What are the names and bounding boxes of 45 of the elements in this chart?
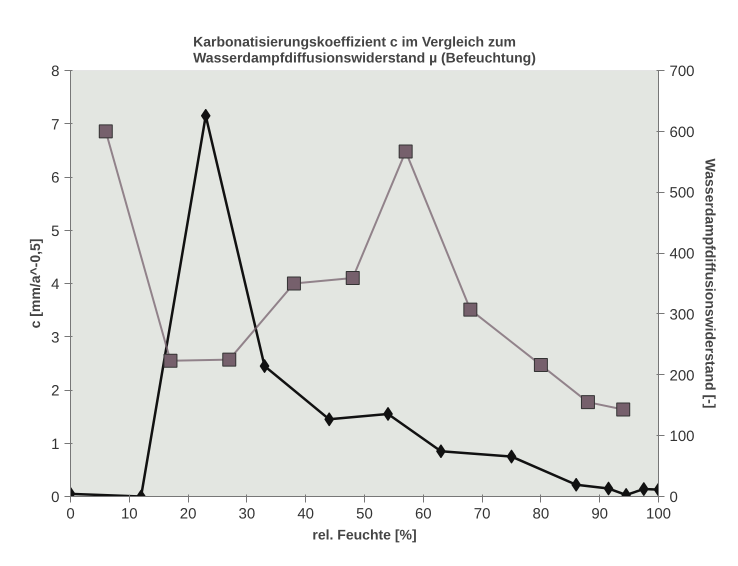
x-tick-label: 70 (474, 506, 490, 522)
point (463, 302, 478, 317)
point (222, 352, 236, 367)
y2-tick-label: 500 (670, 184, 695, 202)
y-tick-label: 7 (51, 116, 60, 134)
y-tick-label: 6 (51, 170, 60, 186)
y-tick-label: 1 (51, 436, 60, 453)
x-tick-label: 90 (591, 506, 608, 522)
point (616, 402, 630, 416)
point (580, 395, 595, 410)
x-tick-label: 40 (297, 506, 314, 522)
point (534, 358, 548, 372)
point (346, 271, 360, 286)
y-tick-label: 0 (51, 489, 60, 506)
y2-tick-label: 0 (670, 489, 678, 506)
x-axis-title: rel. Feuchte [%] (312, 526, 417, 542)
x-tick-label: 30 (238, 506, 256, 522)
y2-tick-label: 400 (670, 246, 695, 263)
x-tick-label: 100 (646, 506, 672, 522)
y2-tick-label: 100 (670, 428, 695, 446)
y-tick-label: 8 (51, 63, 60, 80)
y2-tick-label: 200 (670, 367, 695, 384)
point (286, 276, 301, 290)
y-tick-label: 2 (51, 382, 60, 400)
x-tick-label: 60 (414, 506, 432, 522)
y-tick-label: 5 (51, 222, 60, 240)
x-tick-label: 10 (120, 506, 138, 522)
y-tick-label: 4 (51, 276, 60, 293)
y2-axis-title: Wasserdampfdiffusionswiderstand [-] (702, 158, 719, 408)
point (398, 144, 413, 158)
point (571, 478, 582, 492)
point (98, 124, 113, 138)
x-tick-label: 50 (356, 506, 373, 522)
point (163, 354, 178, 368)
point (638, 482, 649, 496)
y2-tick-label: 700 (670, 63, 695, 80)
chart-title: Karbonatisierungskoeffizient c im Vergleich zum Wasserdampfdiffusionswiderstand µ (Befeuchtung) (193, 34, 536, 66)
x-tick-label: 80 (532, 506, 550, 522)
x-tick-label: 20 (180, 506, 196, 522)
y2-tick-label: 300 (670, 306, 695, 324)
y2-tick-label: 600 (670, 124, 695, 141)
x-tick-label: 0 (66, 506, 75, 522)
y-axis-title: c [mm/a^-0,5] (27, 238, 44, 328)
y-tick-label: 3 (51, 329, 60, 346)
point (324, 412, 334, 426)
